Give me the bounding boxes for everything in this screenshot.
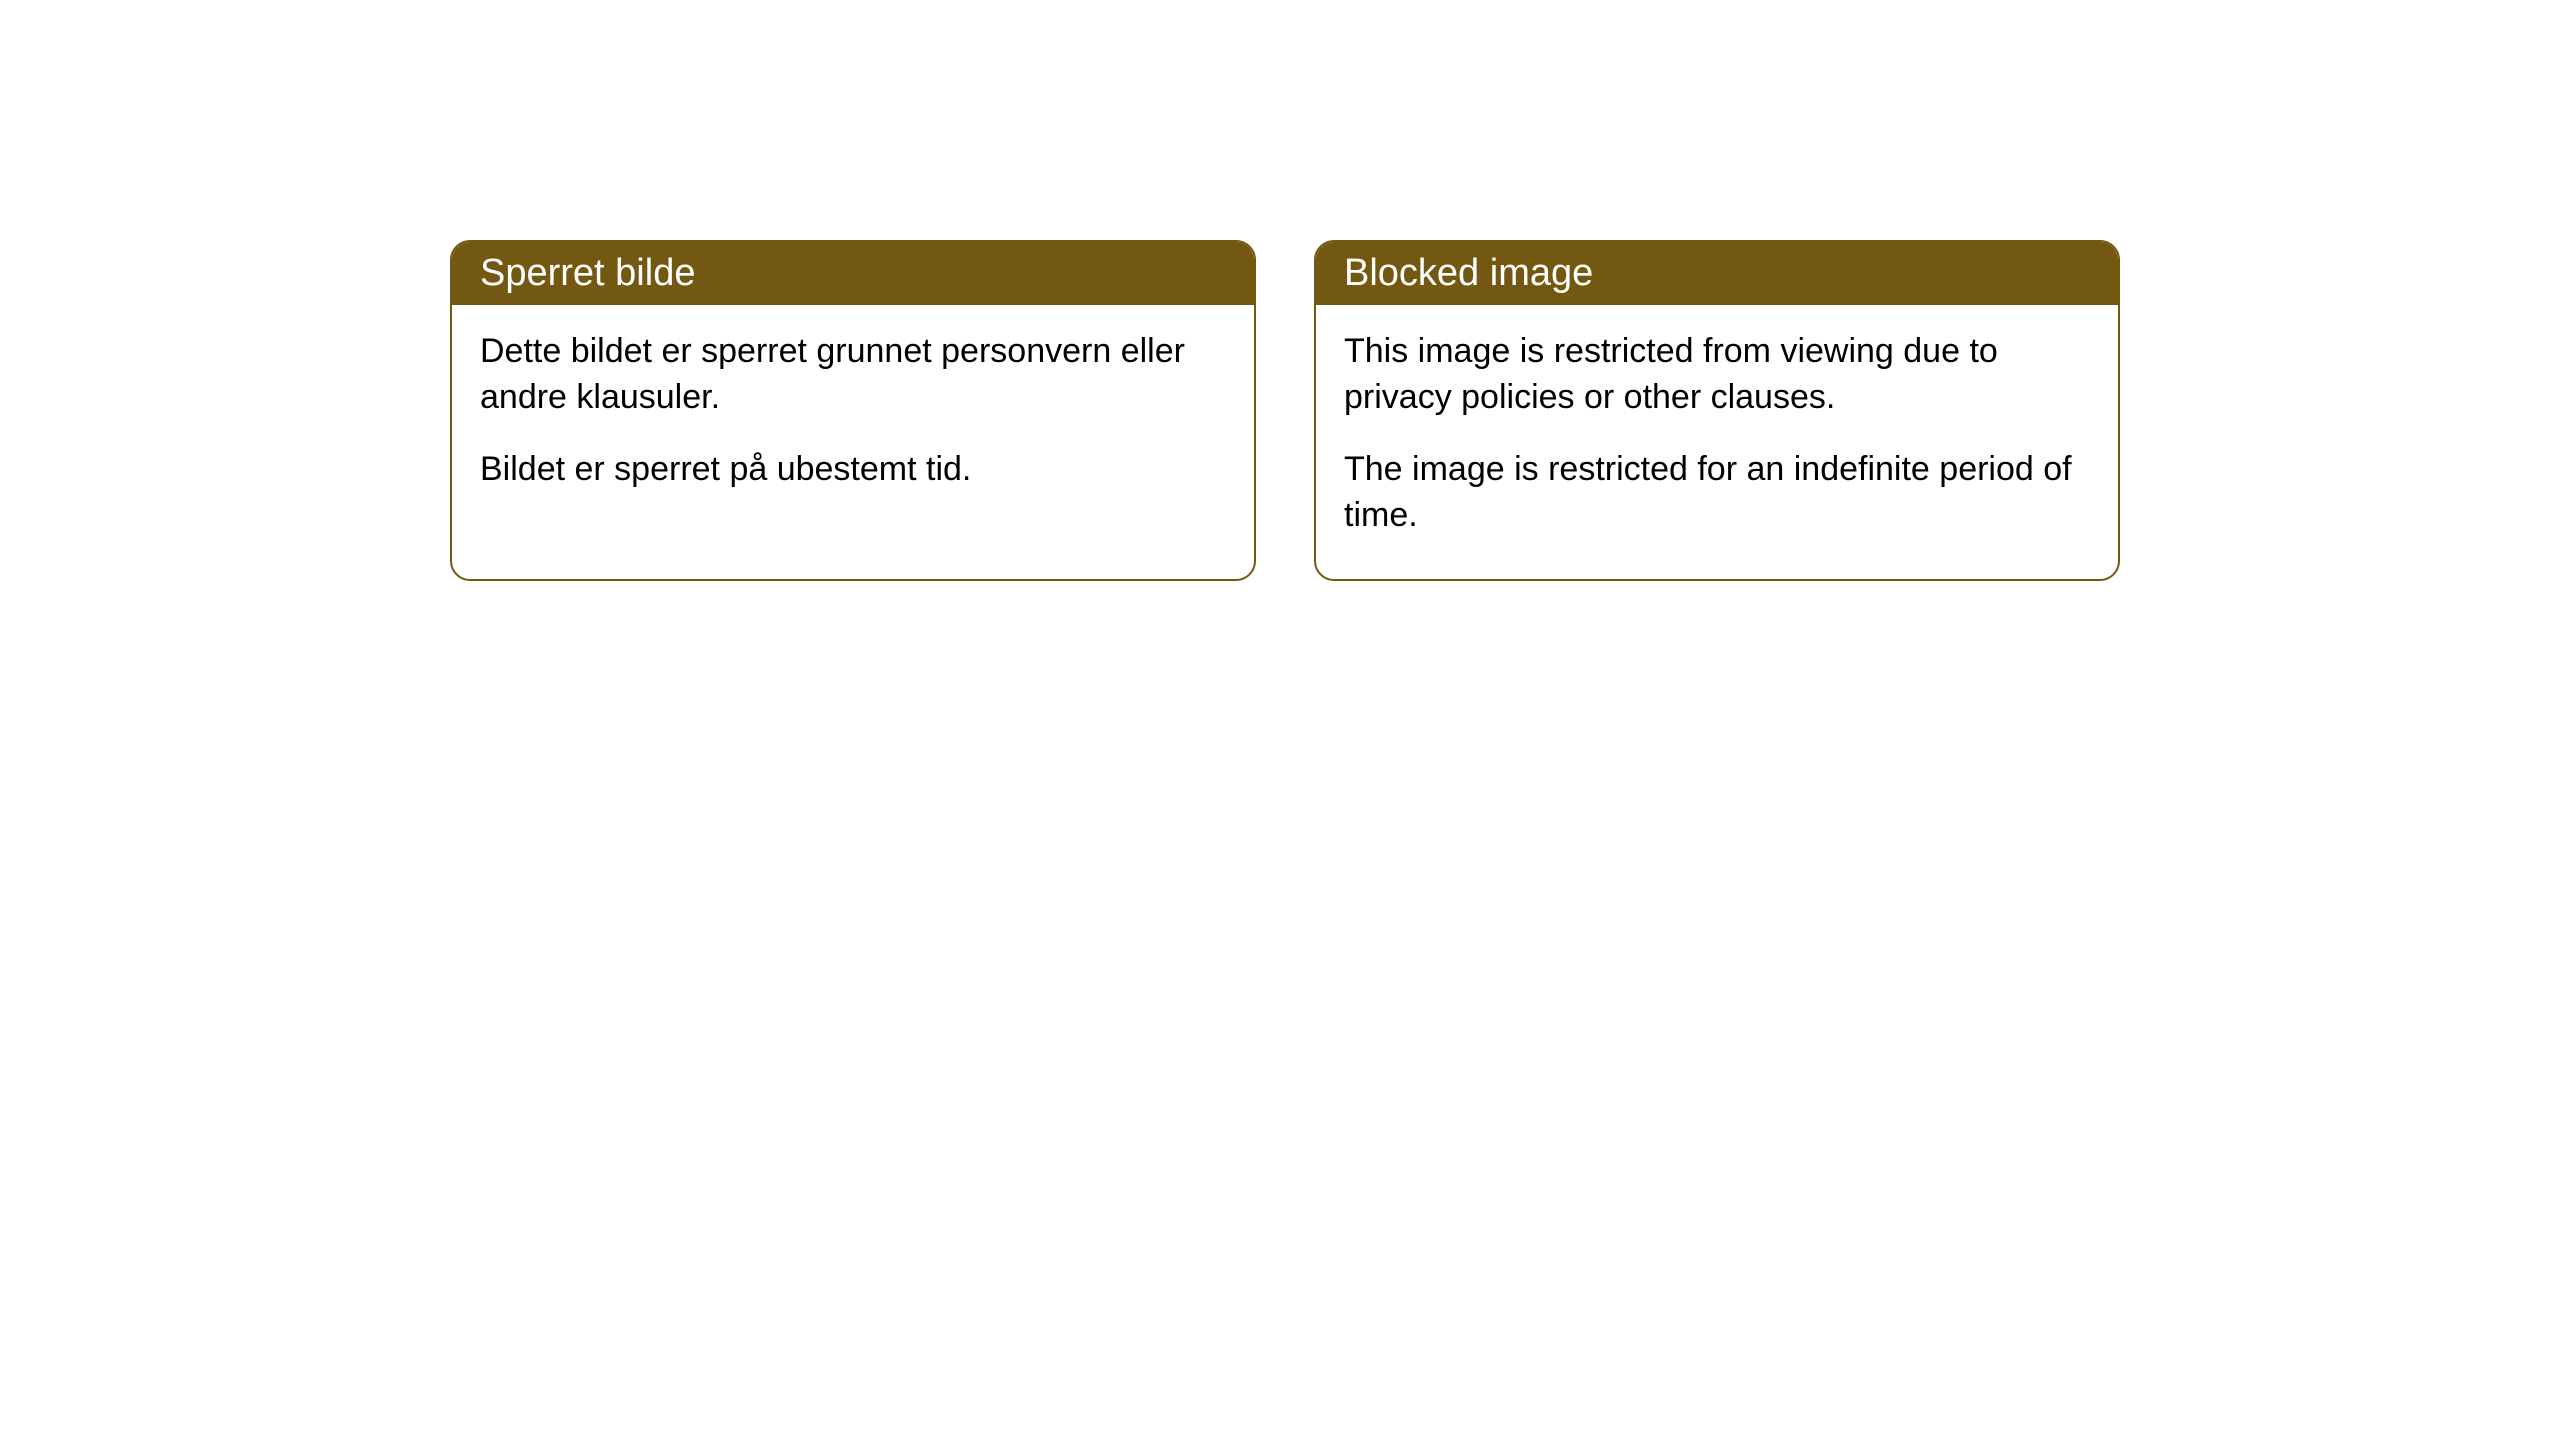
blocked-image-card-norwegian: Sperret bilde Dette bildet er sperret gr… (450, 240, 1256, 581)
card-paragraph: This image is restricted from viewing du… (1344, 329, 2090, 421)
card-body: Dette bildet er sperret grunnet personve… (452, 305, 1254, 533)
card-title: Sperret bilde (480, 252, 695, 294)
blocked-image-card-english: Blocked image This image is restricted f… (1314, 240, 2120, 581)
card-paragraph: The image is restricted for an indefinit… (1344, 447, 2090, 539)
card-body: This image is restricted from viewing du… (1316, 305, 2118, 579)
card-header: Sperret bilde (452, 242, 1254, 305)
card-paragraph: Bildet er sperret på ubestemt tid. (480, 447, 1226, 493)
cards-container: Sperret bilde Dette bildet er sperret gr… (0, 0, 2560, 581)
card-paragraph: Dette bildet er sperret grunnet personve… (480, 329, 1226, 421)
card-header: Blocked image (1316, 242, 2118, 305)
card-title: Blocked image (1344, 252, 1593, 294)
